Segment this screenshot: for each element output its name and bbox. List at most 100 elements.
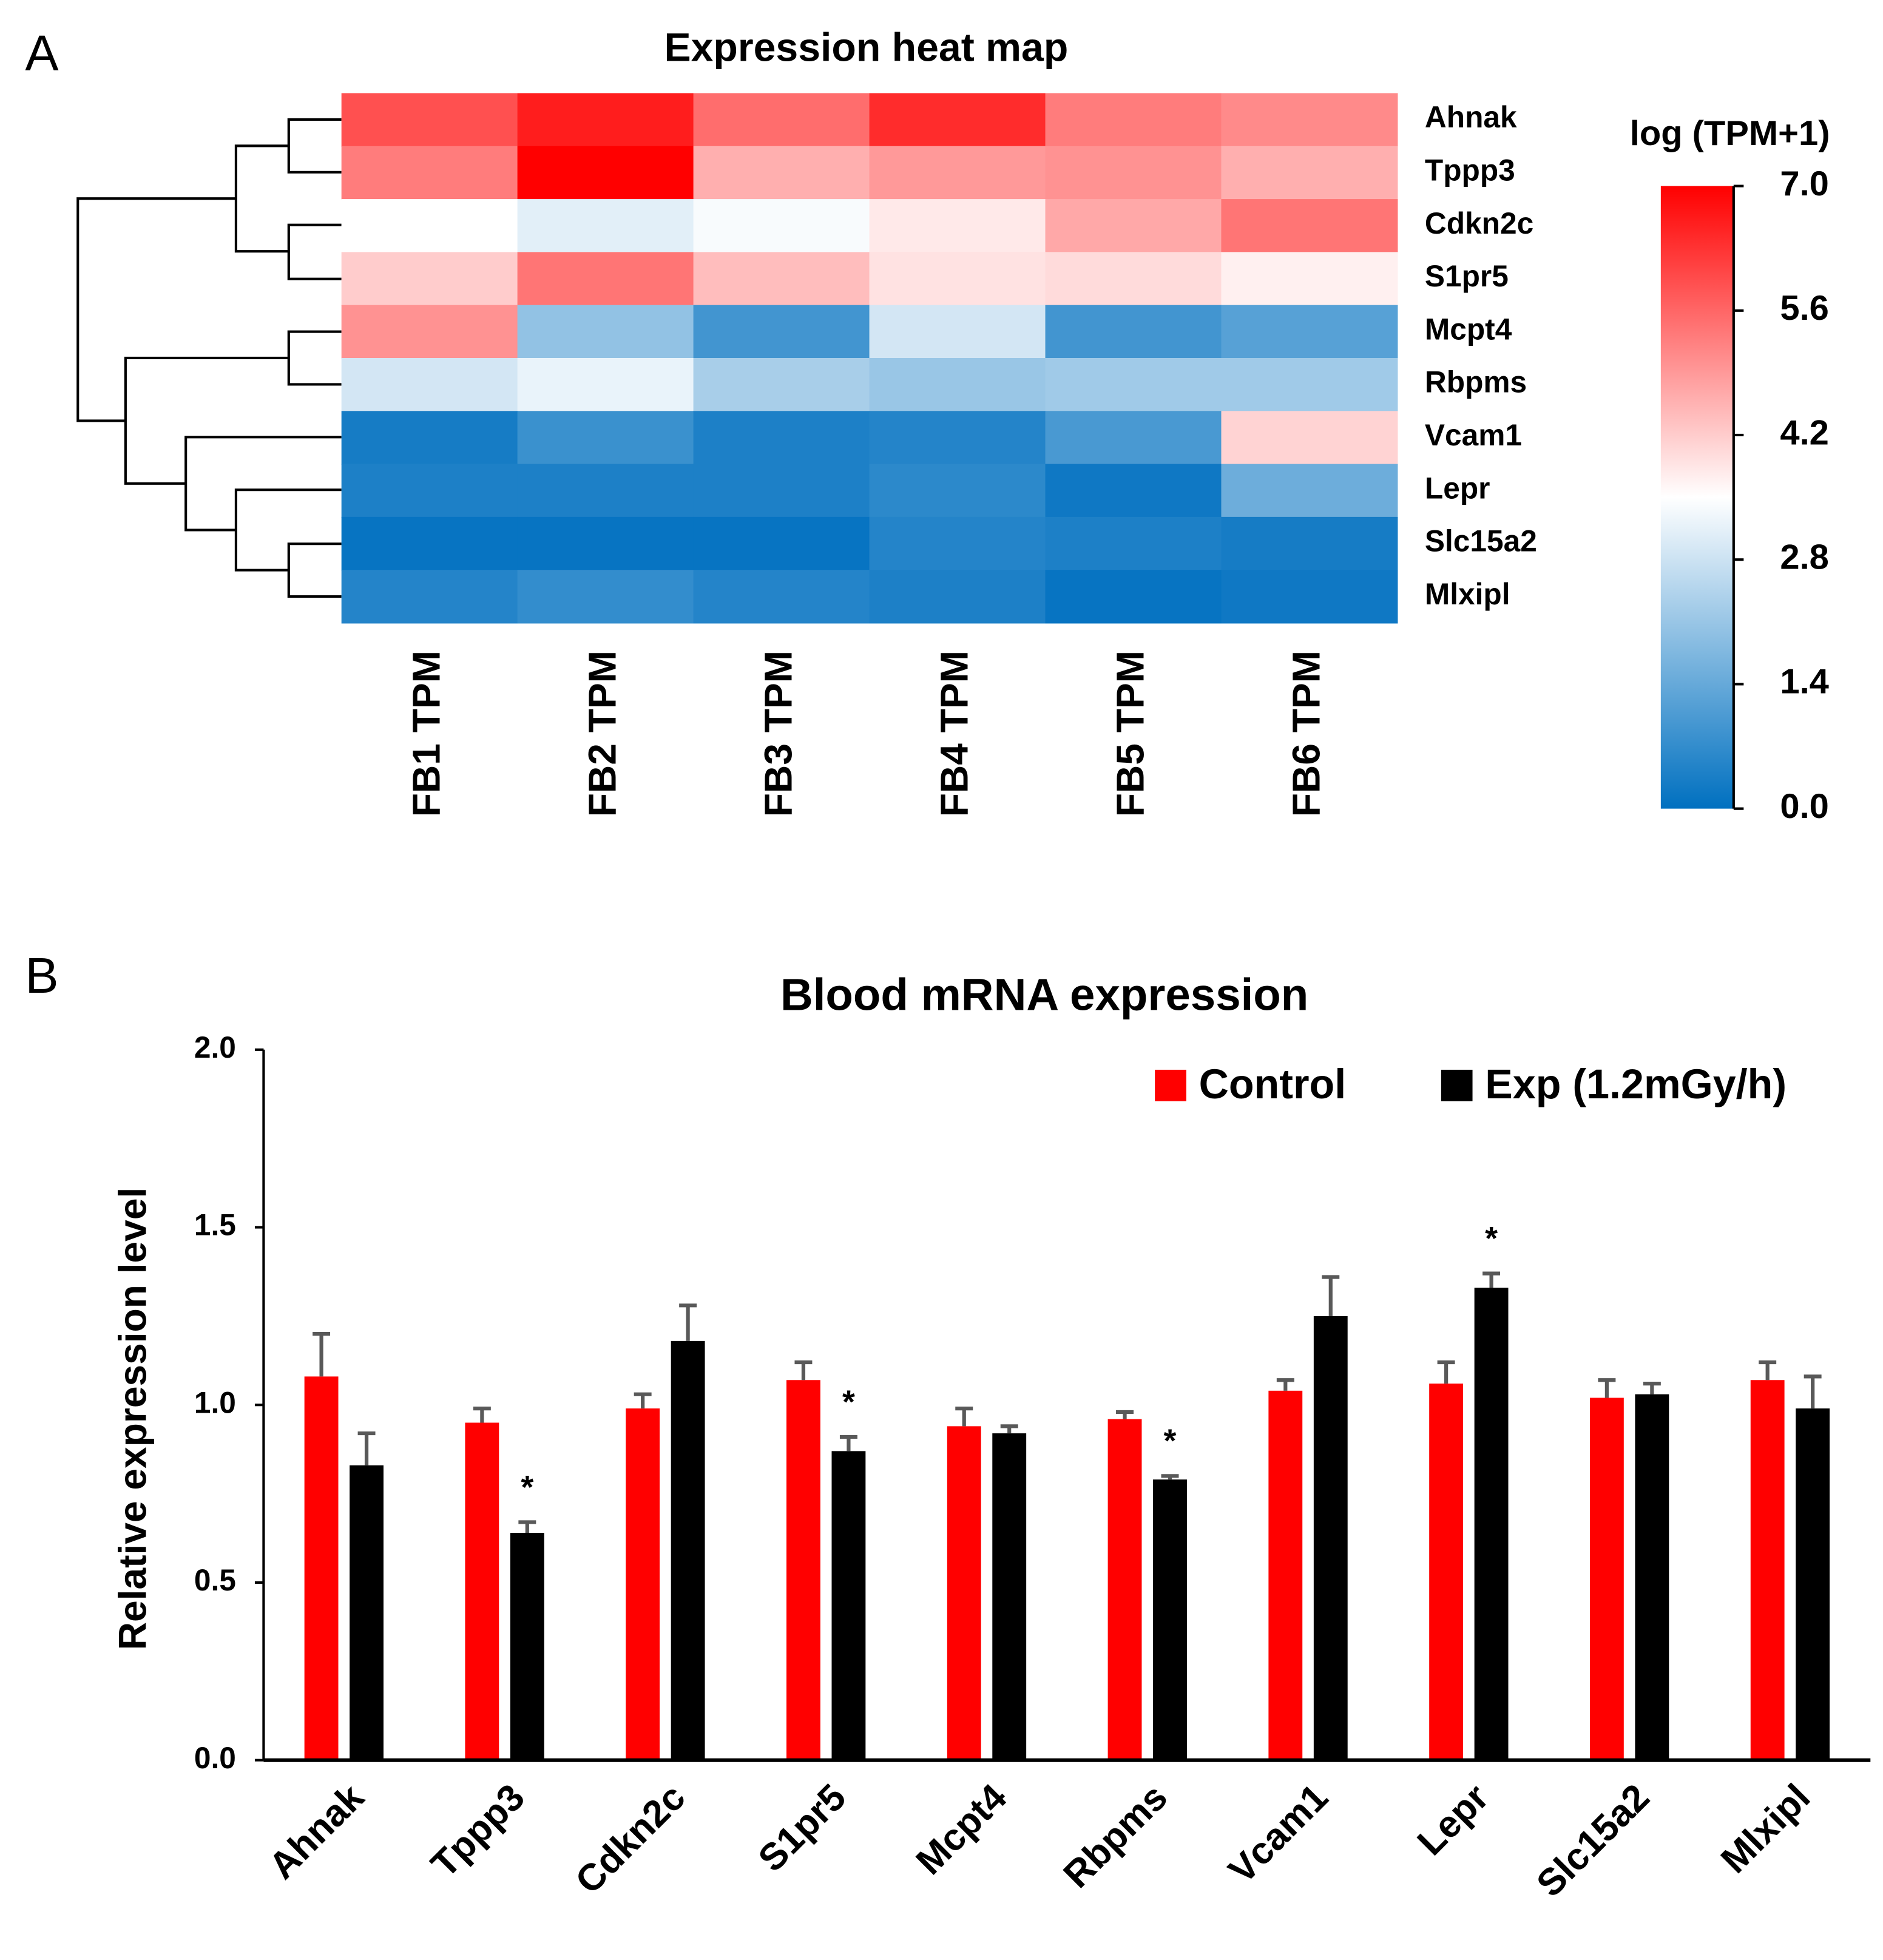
- heatmap-cell: [341, 570, 518, 624]
- x-tick-label: Mlxipl: [1713, 1776, 1818, 1881]
- heatmap-cell: [869, 93, 1046, 147]
- heatmap-cell: [1045, 146, 1222, 200]
- error-bar: [1643, 1382, 1661, 1394]
- bar: [304, 1376, 339, 1760]
- x-tick-label: Cdkn2c: [567, 1776, 693, 1902]
- y-tick-label: 2.0: [194, 1030, 236, 1064]
- heatmap-cell: [1045, 357, 1222, 412]
- bar: [1750, 1380, 1785, 1760]
- x-tick-label: FB3 TPM: [757, 651, 800, 817]
- y-tick-label: 0.0: [194, 1741, 236, 1775]
- heatmap-cell: [341, 199, 518, 253]
- heatmap-cell: [869, 252, 1046, 306]
- heatmap-cell: [517, 252, 694, 306]
- error-bar: [679, 1303, 697, 1341]
- heatmap-cell: [869, 464, 1046, 518]
- bar: [1635, 1394, 1669, 1760]
- significance-marker: *: [1485, 1220, 1498, 1257]
- heatmap-cell: [1045, 411, 1222, 465]
- heatmap-cell: [869, 305, 1046, 359]
- chart-title: Blood mRNA expression: [780, 970, 1308, 1020]
- heatmap-cell: [341, 146, 518, 200]
- heatmap-cell: [693, 252, 870, 306]
- bar: [1313, 1316, 1348, 1760]
- error-bar: [1759, 1360, 1777, 1380]
- heatmap-cell: [1221, 570, 1398, 624]
- heatmap-cell: [869, 411, 1046, 465]
- heatmap-cell: [517, 305, 694, 359]
- legend-label: Control: [1199, 1061, 1347, 1107]
- heatmap-cell: [869, 146, 1046, 200]
- heatmap-cell: [1045, 516, 1222, 571]
- heatmap-cell: [517, 146, 694, 200]
- heatmap-cell: [341, 252, 518, 306]
- colorbar-tick-label: 7.0: [1780, 164, 1829, 203]
- heatmap-cell: [693, 516, 870, 571]
- bar: [1429, 1384, 1464, 1760]
- bar: [831, 1451, 866, 1760]
- dendrogram: [76, 118, 342, 598]
- row-label: S1pr5: [1425, 259, 1509, 293]
- heatmap-cell: [517, 411, 694, 465]
- heatmap-cell: [517, 93, 694, 147]
- heatmap-cell: [517, 516, 694, 571]
- error-bar: [313, 1332, 331, 1377]
- x-tick-label: Lepr: [1410, 1776, 1497, 1864]
- legend-swatch: [1441, 1069, 1473, 1101]
- bar: [1474, 1288, 1509, 1760]
- bar: [350, 1465, 384, 1760]
- bar: [992, 1433, 1027, 1760]
- heatmap-cell: [1221, 252, 1398, 306]
- error-bar: [1000, 1424, 1018, 1434]
- heatmap-cell: [869, 199, 1046, 253]
- x-tick-label: Ahnak: [261, 1776, 372, 1887]
- bar: [510, 1532, 544, 1760]
- heatmap-cell: [1221, 516, 1398, 571]
- heatmap-cell: [1045, 199, 1222, 253]
- x-tick-label: FB2 TPM: [581, 651, 624, 817]
- row-label: Mlxipl: [1425, 577, 1510, 611]
- bar: [671, 1340, 705, 1760]
- y-tick-label: 1.0: [194, 1385, 236, 1419]
- heatmap-cell: [869, 570, 1046, 624]
- error-bar: [1437, 1360, 1455, 1384]
- heatmap-cell: [341, 305, 518, 359]
- heatmap-cell: [1221, 305, 1398, 359]
- row-label: Slc15a2: [1425, 524, 1537, 558]
- significance-marker: *: [1164, 1423, 1177, 1459]
- bar: [786, 1380, 820, 1760]
- panel-label: B: [25, 947, 58, 1004]
- heatmap-cell: [517, 357, 694, 412]
- x-tick-label: FB4 TPM: [932, 651, 976, 817]
- heatmap-cell: [1221, 464, 1398, 518]
- panel-label: A: [25, 24, 59, 81]
- heatmap-cell: [693, 93, 870, 147]
- heatmap-cell: [1045, 570, 1222, 624]
- heatmap-cell: [1221, 411, 1398, 465]
- heatmap-cell: [1221, 146, 1398, 200]
- error-bar: [357, 1431, 376, 1465]
- row-label: Vcam1: [1425, 418, 1522, 452]
- bar: [465, 1422, 499, 1760]
- significance-marker: *: [521, 1469, 533, 1505]
- heatmap-cell: [517, 199, 694, 253]
- x-tick-label: FB6 TPM: [1284, 651, 1328, 817]
- bar: [1589, 1397, 1624, 1760]
- row-label: Ahnak: [1425, 100, 1517, 134]
- bar: [947, 1426, 981, 1760]
- heatmap-cell: [341, 93, 518, 147]
- heatmap-cell: [693, 570, 870, 624]
- bar: [1268, 1390, 1303, 1760]
- heatmap-cell: [517, 464, 694, 518]
- heatmap-cell: [1045, 252, 1222, 306]
- error-bar: [1276, 1378, 1294, 1391]
- row-label: Rbpms: [1425, 365, 1527, 399]
- error-bar: [794, 1360, 813, 1380]
- heatmap-cell: [1221, 93, 1398, 147]
- row-label: Tppp3: [1425, 154, 1515, 188]
- colorbar: [1660, 186, 1734, 809]
- x-tick-label: FB5 TPM: [1108, 651, 1152, 817]
- heatmap-cell: [341, 357, 518, 412]
- error-bar: [1598, 1378, 1616, 1398]
- heatmap-cell: [693, 146, 870, 200]
